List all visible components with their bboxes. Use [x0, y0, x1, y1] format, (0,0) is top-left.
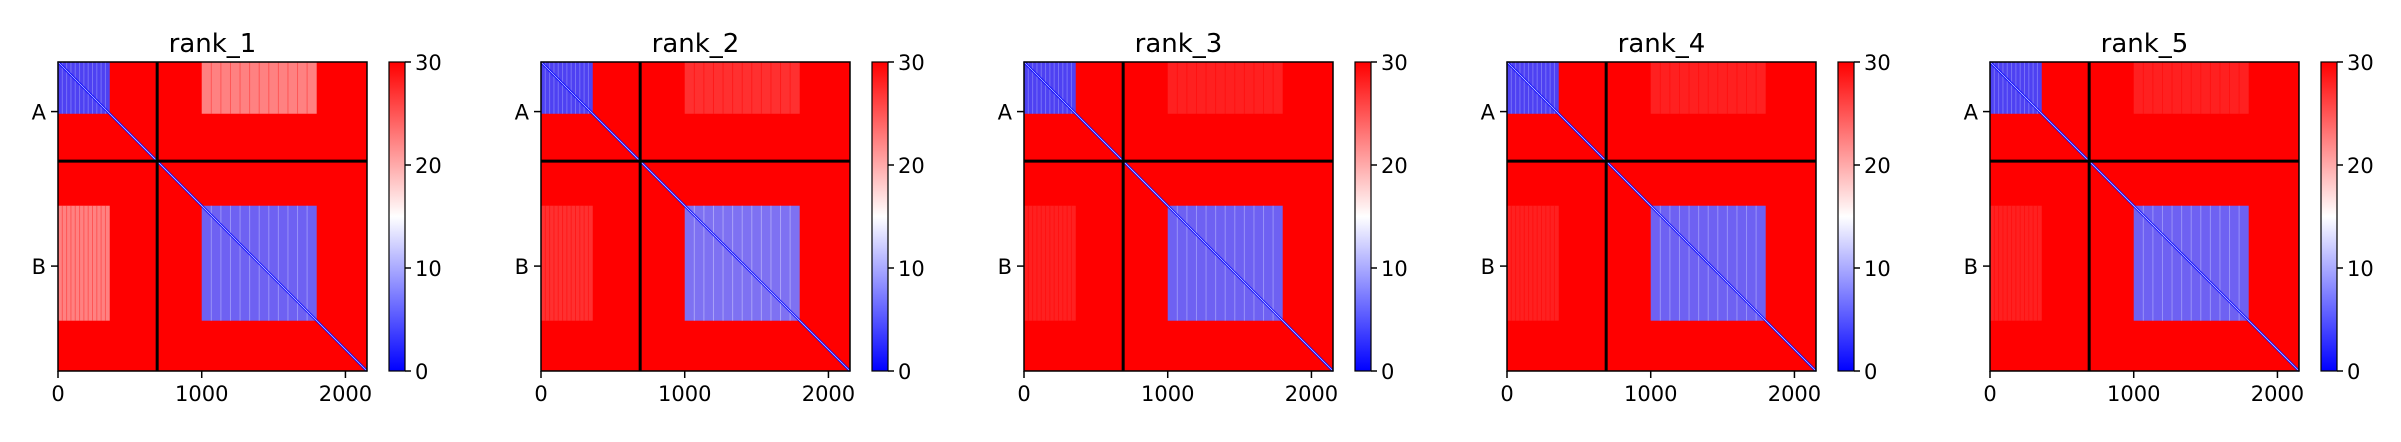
x-tick-label: 2000 [1768, 382, 1821, 406]
y-tick-label: A [1964, 101, 1979, 125]
colorbar-tick-label: 30 [2347, 51, 2374, 75]
panel-2: rank_2 0 1000 2000 A B 0 10 20 30 [515, 29, 925, 406]
heatmap-block [201, 62, 317, 114]
heatmap-frame [1989, 61, 2300, 372]
colorbar-tick-label: 30 [415, 51, 442, 75]
heatmap-block [684, 62, 800, 114]
x-tick-label: 2000 [802, 382, 855, 406]
y-tick-label: B [998, 255, 1012, 279]
heatmap-block [1167, 62, 1283, 114]
colorbar-tick-label: 10 [898, 257, 925, 281]
colorbar-tick-label: 30 [898, 51, 925, 75]
heatmap-diagonal-highlight [57, 61, 368, 372]
heatmap-frame [540, 61, 851, 372]
y-tick-label: B [32, 255, 46, 279]
x-tick-label: 0 [534, 382, 547, 406]
x-tick-label: 0 [51, 382, 64, 406]
x-tick-label: 1000 [175, 382, 228, 406]
heatmap-block [1507, 205, 1559, 321]
colorbar-tick-label: 20 [898, 154, 925, 178]
y-tick-label: A [32, 101, 47, 125]
y-tick-label: B [1481, 255, 1495, 279]
colorbar-tick-label: 20 [1381, 154, 1408, 178]
x-tick-label: 0 [1500, 382, 1513, 406]
y-tick-label: A [998, 101, 1013, 125]
x-tick-label: 1000 [2107, 382, 2160, 406]
x-tick-label: 1000 [658, 382, 711, 406]
colorbar-tick-label: 30 [1864, 51, 1891, 75]
colorbar-tick-label: 0 [898, 360, 911, 384]
heatmap-block [1024, 205, 1076, 321]
colorbar-tick-label: 20 [2347, 154, 2374, 178]
colorbar-tick-label: 10 [415, 257, 442, 281]
y-tick-label: B [1964, 255, 1978, 279]
x-tick-label: 2000 [1285, 382, 1338, 406]
colorbar-tick-label: 10 [1864, 257, 1891, 281]
panel-title: rank_5 [2101, 29, 2189, 59]
panel-title: rank_3 [1135, 29, 1223, 59]
panel-title: rank_2 [652, 29, 740, 59]
heatmap-diagonal-highlight [1989, 61, 2300, 372]
heatmap-block [2133, 62, 2249, 114]
y-tick-label: B [515, 255, 529, 279]
heatmap-frame [1506, 61, 1817, 372]
x-tick-label: 2000 [319, 382, 372, 406]
heatmap-diagonal-highlight [1023, 61, 1334, 372]
colorbar [1354, 61, 1372, 372]
colorbar-tick-label: 0 [415, 360, 428, 384]
colorbar-tick-label: 0 [2347, 360, 2360, 384]
colorbar [2320, 61, 2338, 372]
heatmap-diagonal-highlight [1506, 61, 1817, 372]
y-tick-label: A [1481, 101, 1496, 125]
heatmap-block [1990, 205, 2042, 321]
heatmap-frame [1023, 61, 1334, 372]
panel-title: rank_1 [169, 29, 257, 59]
colorbar-tick-label: 20 [1864, 154, 1891, 178]
colorbar-tick-label: 10 [1381, 257, 1408, 281]
x-tick-label: 1000 [1141, 382, 1194, 406]
colorbar-tick-label: 0 [1864, 360, 1877, 384]
colorbar [388, 61, 406, 372]
x-tick-label: 1000 [1624, 382, 1677, 406]
heatmap-block [541, 205, 593, 321]
heatmap-block [1650, 62, 1766, 114]
y-tick-label: A [515, 101, 530, 125]
colorbar [1837, 61, 1855, 372]
colorbar-tick-label: 30 [1381, 51, 1408, 75]
panel-5: rank_5 0 1000 2000 A B 0 10 20 30 [1964, 29, 2374, 406]
panel-4: rank_4 0 1000 2000 A B 0 10 20 30 [1481, 29, 1891, 406]
panel-3: rank_3 0 1000 2000 A B 0 10 20 30 [998, 29, 1408, 406]
panel-title: rank_4 [1618, 29, 1706, 59]
colorbar-tick-label: 10 [2347, 257, 2374, 281]
heatmap-diagonal-highlight [540, 61, 851, 372]
heatmap-block [58, 205, 110, 321]
x-tick-label: 2000 [2251, 382, 2304, 406]
colorbar-tick-label: 0 [1381, 360, 1394, 384]
colorbar [871, 61, 889, 372]
heatmap-frame [57, 61, 368, 372]
x-tick-label: 0 [1017, 382, 1030, 406]
colorbar-tick-label: 20 [415, 154, 442, 178]
x-tick-label: 0 [1983, 382, 1996, 406]
panel-1: rank_1 0 1000 2000 A B 0 10 20 30 [32, 29, 442, 406]
